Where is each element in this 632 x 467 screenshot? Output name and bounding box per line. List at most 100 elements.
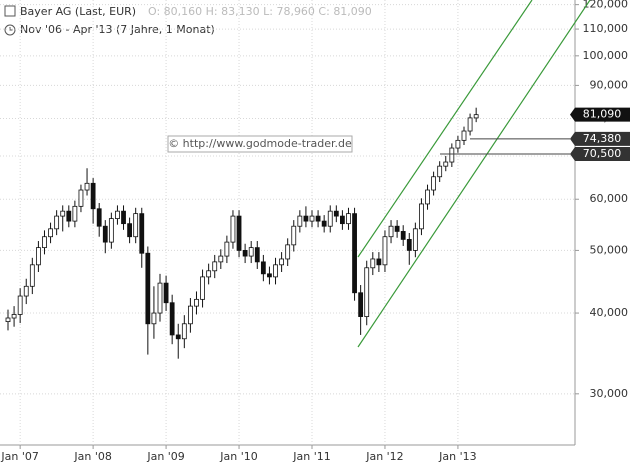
candle-body [467, 117, 473, 132]
y-tick-label: 40,000 [590, 306, 629, 319]
candle-body [339, 215, 345, 225]
candle-body [212, 261, 218, 272]
candle-body [224, 241, 230, 257]
y-tick-label: 50,000 [590, 243, 629, 256]
candle-body [29, 264, 35, 287]
x-tick-label: Jan '12 [365, 450, 403, 463]
candle-body [102, 225, 108, 243]
candle-body [315, 215, 321, 222]
candle-body [267, 273, 272, 278]
candle-body [157, 282, 163, 314]
candle-body [364, 267, 370, 317]
trend-line [357, 0, 533, 258]
candle-body [437, 165, 443, 178]
candle-body [443, 161, 449, 167]
candle-body [181, 323, 187, 340]
y-tick-label: 90,000 [590, 78, 629, 91]
x-tick-label: Jan '10 [219, 450, 257, 463]
candle-body [242, 250, 248, 257]
candle-body [187, 305, 193, 325]
candle-body [352, 213, 357, 294]
candle-body [376, 258, 382, 266]
candle-body [303, 215, 309, 222]
candle-body [449, 147, 455, 163]
candle-body [36, 247, 41, 266]
x-tick-label: Jan '09 [146, 450, 184, 463]
candle-body [139, 213, 145, 254]
level-label: 70,500 [583, 147, 622, 160]
candle-body [121, 210, 126, 225]
candle-body [23, 285, 29, 297]
y-tick-label: 120,000 [583, 0, 629, 11]
candle-body [394, 225, 400, 232]
candle-body [333, 210, 339, 217]
candle-body [90, 182, 96, 210]
candle-body [115, 210, 120, 219]
candle-body [200, 276, 205, 300]
candle-body [358, 292, 364, 317]
candle-body [84, 182, 90, 191]
x-tick-label: Jan '13 [438, 450, 476, 463]
candle-body [108, 218, 114, 243]
candle-body [473, 114, 479, 119]
x-tick-label: Jan '08 [73, 450, 111, 463]
candle-body [17, 295, 23, 315]
ohlc-summary: O: 80,160 H: 83,130 L: 78,960 C: 81,090 [148, 5, 372, 18]
candle-body [327, 210, 333, 227]
candle-body [54, 215, 60, 230]
candle-body [96, 208, 102, 227]
candle-body [248, 247, 254, 257]
candle-body [218, 255, 224, 263]
candle-body [382, 236, 388, 266]
candle-body [260, 261, 266, 275]
candle-body [419, 203, 424, 230]
candle-body [151, 312, 157, 325]
chart-title: Bayer AG (Last, EUR) [20, 5, 136, 18]
chart-icon [4, 5, 16, 17]
candle-body [279, 258, 285, 266]
last-price-tag [570, 107, 630, 122]
candle-body [230, 215, 236, 243]
candle-body [309, 215, 315, 222]
candle-body [66, 210, 72, 222]
candle-body [291, 225, 297, 246]
watermark: © http://www.godmode-trader.de [168, 137, 352, 150]
y-tick-label: 60,000 [590, 192, 629, 205]
candle-body [461, 130, 467, 141]
candle-body [78, 189, 84, 207]
trend-line [357, 0, 591, 348]
candle-body [48, 228, 53, 238]
candle-body [236, 215, 242, 251]
candle-body [273, 264, 278, 278]
candle-body [412, 228, 418, 251]
candle-body [400, 231, 406, 240]
level-label: 74,380 [583, 132, 622, 145]
candle-body [455, 139, 461, 149]
candle-body [5, 317, 11, 323]
candle-body [431, 176, 437, 191]
candle-body [145, 252, 151, 325]
candle-body [297, 215, 303, 227]
y-tick-label: 100,000 [583, 49, 629, 62]
candle-body [425, 189, 430, 205]
candle-body [72, 205, 78, 222]
y-tick-label: 110,000 [583, 22, 629, 35]
candle-body [321, 220, 327, 227]
candle-body [175, 334, 181, 340]
candle-body [60, 210, 66, 217]
level-tag [570, 131, 630, 146]
candle-body [42, 236, 47, 249]
clock-hands [9, 27, 13, 31]
candle-body [285, 244, 291, 260]
candle-body [163, 282, 169, 304]
candle-body [11, 314, 17, 319]
candle-body [194, 298, 199, 307]
x-tick-label: Jan '07 [0, 450, 38, 463]
candle-body [370, 258, 376, 269]
level-tag [570, 146, 630, 161]
y-tick-label: 30,000 [590, 387, 629, 400]
candle-body [346, 213, 351, 225]
candle-body [127, 223, 132, 238]
